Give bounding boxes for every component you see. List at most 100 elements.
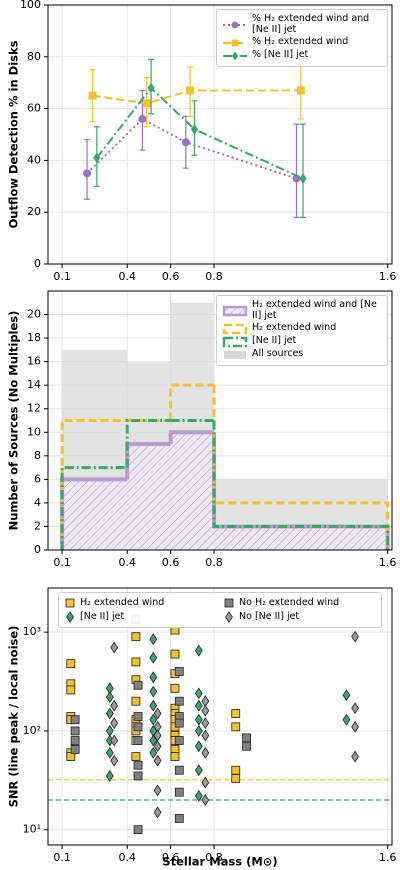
- marker: [153, 707, 162, 720]
- legend-swatch: [223, 39, 247, 47]
- panel: 0 2 4 6 8 10 12 14 16 18 20 0.1 0.4 0.6 0.8 1.6 Number o…: [7, 290, 397, 569]
- x-tick-label: 1.6: [379, 270, 397, 283]
- legend-swatch: [225, 611, 233, 623]
- legend-label: [Ne II] jet: [252, 335, 297, 347]
- marker: [194, 740, 203, 753]
- series-line: [96, 86, 304, 180]
- marker: [242, 741, 251, 751]
- legend-swatch: [65, 598, 75, 608]
- legend-entry: H₂ extended wind: [222, 322, 382, 335]
- marker: [133, 771, 143, 781]
- y-tick-label: 20: [27, 205, 41, 218]
- marker: [131, 657, 141, 667]
- x-tick-label: 1.6: [379, 556, 397, 569]
- series-line: [92, 89, 301, 105]
- marker: [133, 722, 143, 732]
- marker: [201, 776, 210, 789]
- y-tick-label: 16: [27, 355, 41, 368]
- marker: [70, 745, 80, 754]
- histogram-step: [168, 430, 215, 445]
- marker: [93, 152, 101, 164]
- marker: [153, 806, 162, 819]
- marker: [149, 633, 158, 646]
- histogram-bar: [214, 526, 388, 550]
- legend: % H₂ extended wind and [Ne II] jet% H₂ e…: [216, 9, 388, 67]
- marker: [153, 740, 162, 753]
- histogram-bar: [170, 432, 215, 550]
- marker: [174, 814, 184, 823]
- legend-label: H₂ extended wind: [252, 322, 337, 334]
- marker: [174, 736, 184, 745]
- y-tick-label: 12: [27, 402, 41, 415]
- marker: [351, 720, 359, 733]
- legend-box: [224, 350, 246, 359]
- y-tick-label: 10²: [23, 724, 41, 737]
- marker: [194, 644, 203, 657]
- marker: [147, 82, 155, 94]
- legend-label: % H₂ extended wind: [252, 36, 349, 48]
- histogram-step: [60, 419, 128, 550]
- y-tick-label: 0: [34, 257, 41, 270]
- marker: [105, 691, 114, 704]
- marker: [231, 722, 241, 732]
- marker: [170, 683, 180, 693]
- legend-entry: % [Ne II] jet: [222, 49, 382, 62]
- marker: [133, 736, 143, 745]
- panel: 10¹ 10² 10³ 0.1 0.4 0.6 0.8 1.6 SNR (line peak /…: [7, 587, 397, 869]
- marker: [65, 598, 75, 608]
- x-tick-label: 1.6: [379, 851, 397, 864]
- marker: [70, 736, 80, 745]
- x-tick-label: 0.4: [118, 556, 136, 569]
- marker: [174, 787, 184, 797]
- legend: H₂ extended wind No H₂ extended wind [Ne I…: [58, 592, 382, 628]
- marker: [201, 729, 210, 742]
- marker: [190, 123, 199, 135]
- marker: [66, 659, 76, 669]
- y-tick-label: 0: [34, 543, 41, 556]
- y-tick-label: 6: [34, 472, 41, 485]
- legend-swatch: [222, 305, 248, 317]
- marker: [133, 760, 143, 770]
- legend-box: [222, 305, 248, 317]
- legend-entry: [Ne II] jet: [64, 611, 217, 623]
- histogram-step: [212, 420, 390, 550]
- plot-frame: [47, 587, 393, 846]
- y-tick-label: 10³: [23, 625, 41, 638]
- marker: [194, 789, 203, 802]
- x-tick-label: 0.4: [118, 270, 136, 283]
- y-tick-label: 20: [27, 308, 41, 321]
- marker: [133, 825, 143, 835]
- legend-label: All sources: [252, 348, 304, 360]
- marker: [351, 630, 359, 643]
- marker: [110, 734, 119, 747]
- histogram-step: [60, 466, 128, 550]
- legend-entry: % H₂ extended wind: [222, 36, 382, 49]
- marker: [149, 699, 158, 712]
- marker: [231, 709, 241, 718]
- marker: [70, 715, 80, 725]
- y-axis-label: Number of Sources (No Multiples): [7, 311, 21, 531]
- marker: [174, 667, 184, 676]
- y-tick-label: 4: [34, 496, 41, 509]
- marker: [224, 598, 234, 608]
- marker: [194, 699, 203, 712]
- marker: [351, 702, 359, 715]
- marker: [88, 91, 97, 100]
- y-tick-label: 8: [34, 449, 41, 462]
- marker: [149, 713, 158, 726]
- marker: [201, 717, 210, 730]
- marker: [105, 707, 114, 720]
- legend: H₂ extended wind and [Ne II] jet H₂ exten…: [216, 295, 388, 366]
- marker: [296, 86, 305, 95]
- legend-swatch: [223, 51, 247, 61]
- x-tick-label: 0.1: [53, 270, 71, 283]
- legend-swatch: [224, 350, 246, 359]
- marker: [149, 671, 158, 684]
- marker: [153, 784, 162, 797]
- marker: [231, 39, 239, 47]
- marker: [186, 86, 195, 95]
- marker: [153, 754, 162, 767]
- marker: [66, 611, 74, 623]
- legend-entry: % H₂ extended wind and [Ne II] jet: [222, 13, 382, 36]
